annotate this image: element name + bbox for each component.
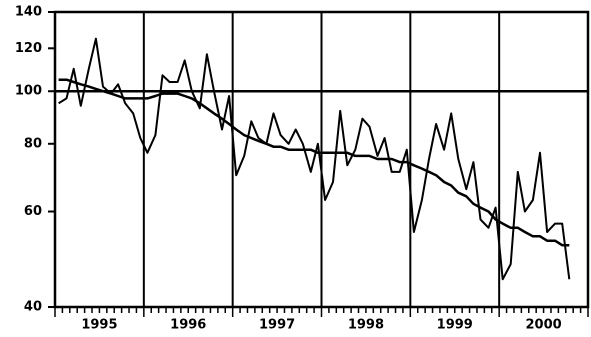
y-tick-label: 100 (15, 84, 42, 99)
x-tick-label: 2000 (525, 318, 561, 333)
x-tick-label: 1998 (348, 318, 384, 333)
y-tick-label: 40 (24, 300, 42, 315)
x-tick-label: 1999 (437, 318, 473, 333)
y-tick-label: 80 (24, 136, 42, 151)
y-tick-label: 60 (24, 204, 42, 219)
series-line (58, 37, 571, 281)
x-tick-label: 1996 (170, 318, 206, 333)
y-tick-label: 140 (15, 5, 42, 20)
x-tick-label: 1997 (259, 318, 295, 333)
y-tick-label: 120 (15, 41, 42, 56)
x-tick-label: 1995 (81, 318, 117, 333)
plot-frame (53, 10, 590, 309)
series-line (58, 78, 570, 247)
